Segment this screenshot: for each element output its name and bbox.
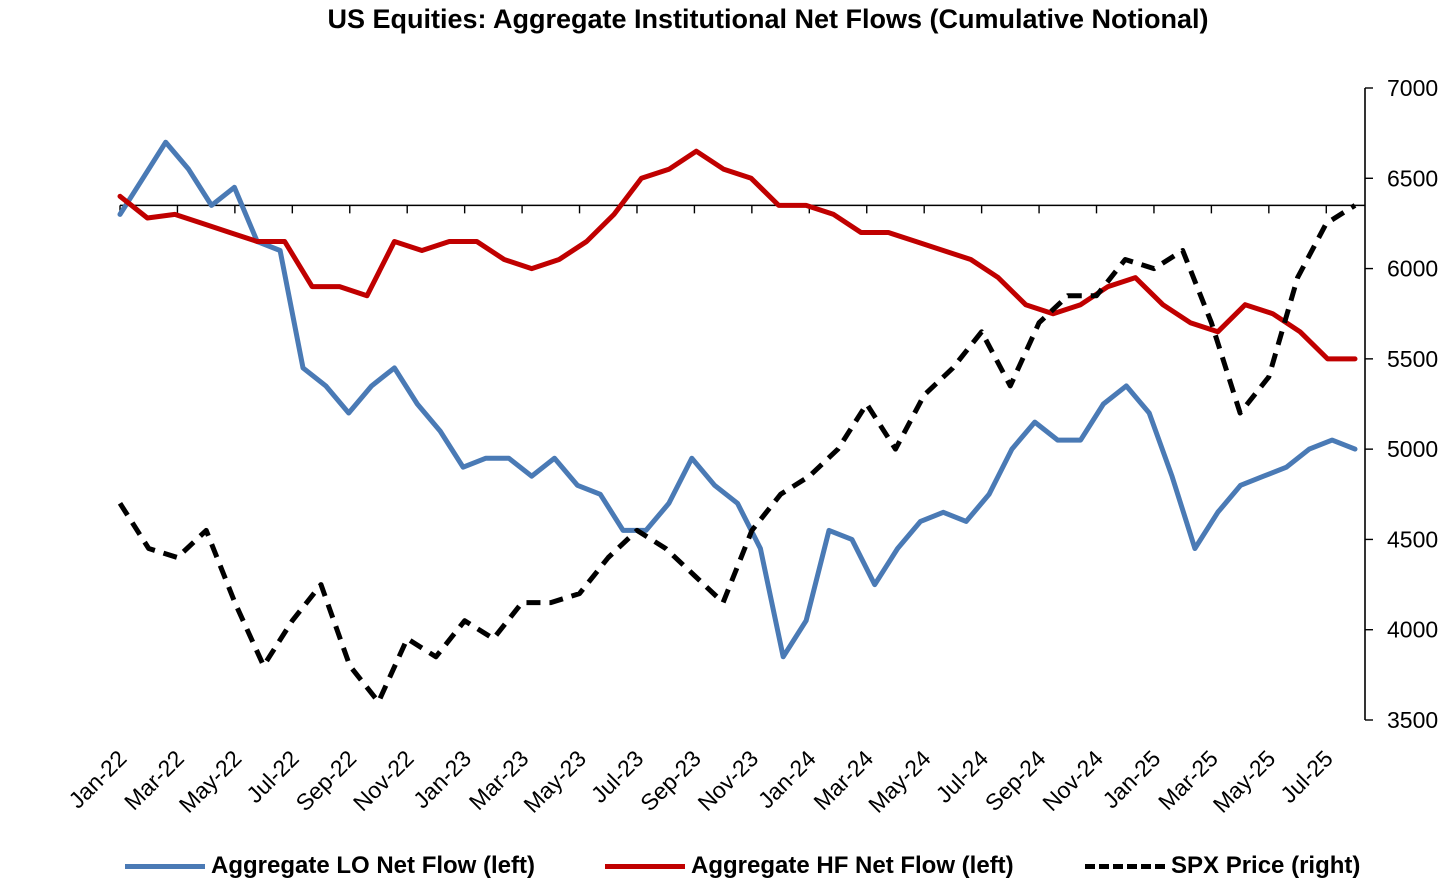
legend: Aggregate LO Net Flow (left) Aggregate HF… [0,852,1456,892]
y-tick-label: 6500 [1387,165,1438,191]
x-tick-label: Nov-23 [693,745,764,816]
y-tick-label: 7000 [1387,75,1438,101]
legend-item: Aggregate HF Net Flow (left) [605,852,1014,880]
series-line-0 [117,139,1358,660]
y-tick-label: 5000 [1387,436,1438,462]
x-tick-label: May-24 [863,745,936,818]
x-tick-label: Jul-25 [1275,745,1338,808]
x-tick-label: Jan-25 [1097,745,1165,813]
y-tick-label: 6000 [1387,256,1438,282]
x-tick-label: Nov-22 [348,745,419,816]
legend-label: Aggregate LO Net Flow (left) [211,852,535,879]
legend-item: SPX Price (right) [1085,852,1360,880]
legend-label: Aggregate HF Net Flow (left) [691,852,1014,879]
y-tick-label: 4000 [1387,617,1438,643]
x-tick-label: Sep-24 [980,745,1051,816]
x-tick-label: May-22 [174,745,247,818]
chart-title: US Equities: Aggregate Institutional Net… [327,4,1209,34]
x-tick-label: May-25 [1208,745,1281,818]
x-tick-label: May-23 [518,745,591,818]
x-tick-label: Nov-24 [1037,745,1108,816]
legend-label: SPX Price (right) [1171,852,1361,879]
x-tick-label: Sep-23 [635,745,706,816]
legend-item: Aggregate LO Net Flow (left) [125,852,535,880]
x-tick-label: Sep-22 [290,745,361,816]
series-line-1 [117,148,1358,362]
legend-swatch [1085,863,1165,869]
legend-swatch [125,863,205,869]
y-tick-label: 5500 [1387,346,1438,372]
y-tick-label: 3500 [1387,707,1438,733]
x-tick-label: Jan-24 [753,745,821,813]
x-tick-label: Jan-23 [408,745,476,813]
y-tick-label: 4500 [1387,526,1438,552]
x-tick-label: Jan-22 [63,745,131,813]
legend-swatch [605,863,685,869]
series-line-2 [117,203,1357,705]
